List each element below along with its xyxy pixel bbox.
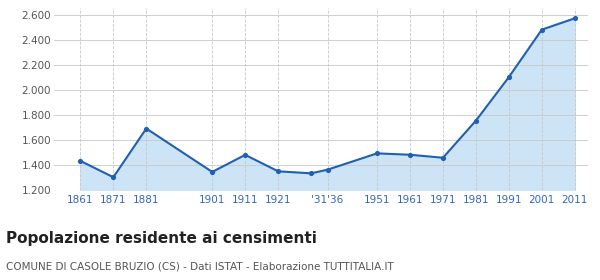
Point — [471, 118, 481, 123]
Point — [537, 27, 547, 32]
Point — [372, 151, 382, 156]
Point — [307, 171, 316, 176]
Point — [76, 159, 85, 163]
Point — [208, 170, 217, 174]
Point — [504, 75, 514, 79]
Point — [109, 175, 118, 179]
Point — [405, 153, 415, 157]
Point — [274, 169, 283, 174]
Text: Popolazione residente ai censimenti: Popolazione residente ai censimenti — [6, 231, 317, 246]
Point — [142, 126, 151, 131]
Point — [241, 153, 250, 157]
Point — [323, 167, 332, 172]
Point — [438, 155, 448, 160]
Point — [570, 16, 580, 20]
Text: COMUNE DI CASOLE BRUZIO (CS) - Dati ISTAT - Elaborazione TUTTITALIA.IT: COMUNE DI CASOLE BRUZIO (CS) - Dati ISTA… — [6, 262, 394, 272]
